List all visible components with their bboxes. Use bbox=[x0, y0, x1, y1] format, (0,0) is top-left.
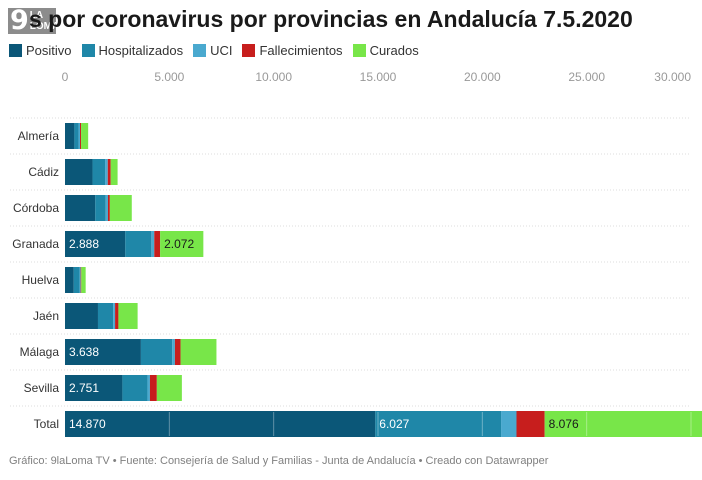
bar-segment bbox=[122, 375, 148, 401]
legend-swatch bbox=[193, 44, 207, 57]
bar-segment bbox=[65, 411, 376, 437]
legend-label: UCI bbox=[210, 43, 233, 58]
bar-segment bbox=[65, 303, 98, 329]
bar-segment bbox=[172, 339, 175, 365]
bar-segment bbox=[151, 231, 155, 257]
bar-segment bbox=[125, 231, 152, 257]
category-label: Córdoba bbox=[13, 201, 59, 215]
data-label: 14.870 bbox=[69, 417, 106, 431]
bar-segment bbox=[92, 159, 106, 185]
bar-segment bbox=[78, 123, 81, 149]
data-label: 2.072 bbox=[164, 237, 194, 251]
legend-item-2: UCI bbox=[193, 43, 232, 58]
legend-label: Hospitalizados bbox=[98, 43, 184, 58]
legend-item-1: Hospitalizados bbox=[81, 43, 184, 58]
bar-segment bbox=[80, 123, 82, 149]
bar-segment bbox=[65, 375, 123, 401]
legend-item-3: Fallecimientos bbox=[242, 43, 343, 58]
bar-segment bbox=[73, 267, 80, 293]
category-label: Málaga bbox=[20, 345, 60, 359]
bar-segment bbox=[107, 195, 110, 221]
category-label: Jaén bbox=[33, 309, 59, 323]
bar-segment bbox=[180, 339, 217, 365]
bar-segment bbox=[65, 231, 126, 257]
bar-segment bbox=[65, 159, 93, 185]
bar-segment bbox=[81, 267, 86, 293]
bar-segment bbox=[107, 159, 111, 185]
category-label: Sevilla bbox=[24, 381, 60, 395]
bar-segment bbox=[109, 195, 132, 221]
bar-segment bbox=[65, 195, 96, 221]
bar-segment bbox=[65, 123, 75, 149]
category-label: Huelva bbox=[22, 273, 60, 287]
bar-segment bbox=[115, 303, 119, 329]
data-label: 3.638 bbox=[69, 345, 99, 359]
data-label: 2.751 bbox=[69, 381, 99, 395]
legend-label: Curados bbox=[369, 43, 419, 58]
logo-text-line1: LA bbox=[29, 10, 44, 21]
chart-title-text: s por coronavirus por provincias en Anda… bbox=[29, 6, 633, 32]
bar-segment bbox=[149, 375, 157, 401]
bar-segment bbox=[97, 303, 114, 329]
legend-item-0: Positivo bbox=[9, 43, 72, 58]
bar-segment bbox=[65, 267, 74, 293]
bar-segment bbox=[154, 231, 161, 257]
bar-segment bbox=[79, 267, 81, 293]
category-label: Granada bbox=[12, 237, 59, 251]
bar-segment bbox=[516, 411, 545, 437]
bar-segment bbox=[147, 375, 150, 401]
data-label: 8.076 bbox=[549, 417, 579, 431]
legend-label: Fallecimientos bbox=[259, 43, 343, 58]
logo-number: 9 bbox=[10, 5, 29, 36]
legend-item-4: Curados bbox=[352, 43, 419, 58]
x-tick-label: 30.000 bbox=[654, 70, 691, 84]
data-label: 6.027 bbox=[379, 417, 409, 431]
legend-label: Positivo bbox=[26, 43, 72, 58]
bar-segment bbox=[110, 159, 118, 185]
bar-segment bbox=[105, 159, 108, 185]
category-label: Almería bbox=[18, 129, 60, 143]
chart-legend: Positivo Hospitalizados UCI Fallecimientos C… bbox=[9, 43, 429, 58]
bar-segment bbox=[501, 411, 517, 437]
x-tick-label: 10.000 bbox=[255, 70, 292, 84]
bar-segment bbox=[65, 339, 141, 365]
logo-text: LA LOMA bbox=[30, 10, 59, 32]
x-tick-label: 15.000 bbox=[360, 70, 397, 84]
bar-segment bbox=[140, 339, 173, 365]
bar-segment bbox=[74, 123, 79, 149]
bar-segment bbox=[118, 303, 138, 329]
chart-footer: Gráfico: 9laLoma TV • Fuente: Consejería… bbox=[9, 455, 549, 467]
bar-chart: 0 5.000 10.000 15.000 20.000 25.000 30.000 Alme… bbox=[10, 70, 702, 437]
bar-segment bbox=[95, 195, 106, 221]
x-tick-label: 0 bbox=[62, 70, 69, 84]
x-tick-label: 25.000 bbox=[568, 70, 605, 84]
bar-segment bbox=[156, 375, 182, 401]
x-tick-label: 20.000 bbox=[464, 70, 501, 84]
bar-segment bbox=[80, 267, 82, 293]
data-label: 2.888 bbox=[69, 237, 99, 251]
legend-swatch bbox=[81, 44, 95, 57]
bar-segment bbox=[174, 339, 181, 365]
legend-swatch bbox=[242, 44, 256, 57]
bar-segment bbox=[544, 411, 702, 437]
bar-segment bbox=[375, 411, 502, 437]
logo: 9 LA LOMA bbox=[8, 5, 59, 36]
bar-segment bbox=[81, 123, 89, 149]
category-label: Total bbox=[34, 417, 59, 431]
category-label: Cádiz bbox=[28, 165, 59, 179]
bar-segment bbox=[113, 303, 116, 329]
logo-text-line2: LOMA bbox=[29, 21, 60, 32]
x-tick-label: 5.000 bbox=[154, 70, 184, 84]
bar-segment bbox=[160, 231, 204, 257]
chart-title: s por coronavirus por provincias en Anda… bbox=[29, 6, 633, 33]
legend-swatch bbox=[9, 44, 22, 57]
bar-segment bbox=[105, 195, 108, 221]
legend-swatch bbox=[352, 44, 366, 57]
